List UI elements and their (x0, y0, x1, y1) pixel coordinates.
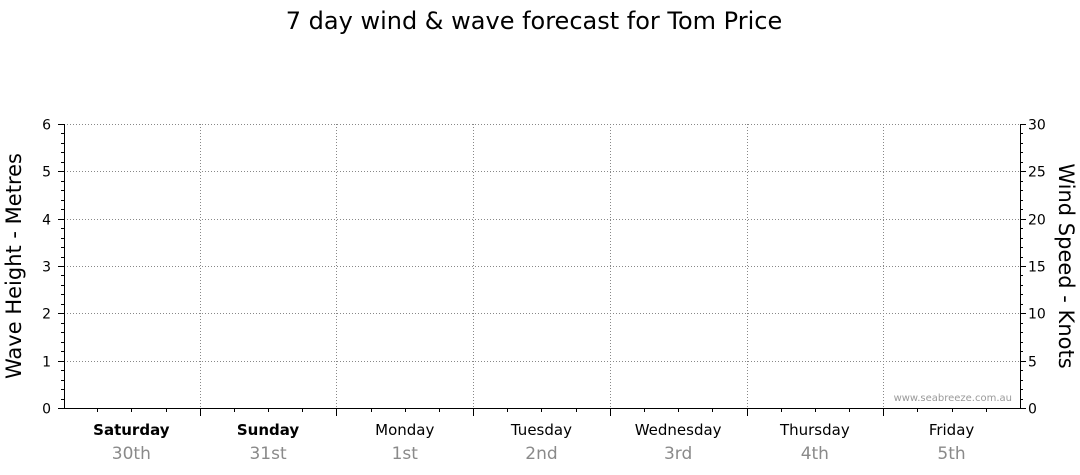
x-day-label: Friday (929, 421, 975, 439)
left-axis: 0 1 2 3 4 5 6 (42, 118, 64, 418)
right-tick-label: 20 (1028, 213, 1046, 229)
x-day-label: Wednesday (635, 421, 722, 439)
x-axis: Saturday 30th Sunday 31st Monday 1st Tuesday 2n… (93, 408, 987, 464)
x-day-label: Monday (375, 421, 434, 439)
left-tick-label: 6 (42, 118, 51, 134)
x-day-label: Thursday (779, 421, 850, 439)
right-axis: 0 5 10 15 20 25 30 (1020, 118, 1046, 418)
right-tick-label: 0 (1028, 402, 1037, 418)
x-date-label: 5th (937, 444, 965, 464)
left-tick-label: 1 (42, 355, 51, 371)
right-tick-label: 15 (1028, 260, 1046, 276)
x-date-label: 4th (801, 444, 829, 464)
x-date-label: 31st (249, 444, 286, 464)
right-axis-title: Wind Speed - Knots (1054, 163, 1078, 368)
left-tick-label: 5 (42, 165, 51, 181)
left-tick-label: 2 (42, 307, 51, 323)
x-date-label: 3rd (664, 444, 692, 464)
x-date-label: 1st (392, 444, 419, 464)
x-day-label: Sunday (237, 421, 300, 439)
left-tick-label: 0 (42, 402, 51, 418)
left-tick-label: 4 (42, 213, 51, 229)
right-tick-label: 10 (1028, 307, 1046, 323)
grid-lines (64, 124, 1020, 408)
right-tick-label: 5 (1028, 355, 1037, 371)
chart-title: 7 day wind & wave forecast for Tom Price (286, 7, 782, 35)
x-date-label: 30th (112, 444, 151, 464)
right-tick-label: 30 (1028, 118, 1046, 134)
left-tick-label: 3 (42, 260, 51, 276)
x-day-label: Saturday (93, 421, 170, 439)
watermark: www.seabreeze.com.au (894, 393, 1012, 404)
x-date-label: 2nd (525, 444, 557, 464)
right-tick-label: 25 (1028, 165, 1046, 181)
left-axis-title: Wave Height - Metres (2, 153, 26, 379)
x-day-label: Tuesday (510, 421, 572, 439)
